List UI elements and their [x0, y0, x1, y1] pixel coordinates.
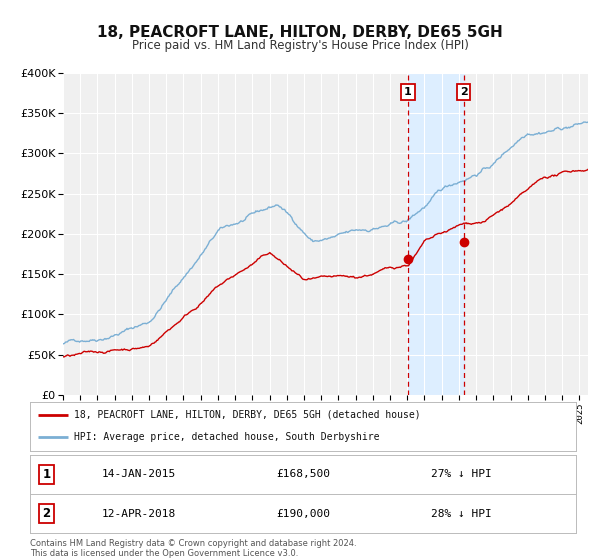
- Text: 2: 2: [460, 87, 467, 97]
- Text: £168,500: £168,500: [276, 469, 330, 479]
- Text: 1: 1: [43, 468, 50, 481]
- Text: 14-JAN-2015: 14-JAN-2015: [102, 469, 176, 479]
- Bar: [408, 73, 464, 395]
- Text: 27% ↓ HPI: 27% ↓ HPI: [431, 469, 492, 479]
- Text: 2: 2: [43, 507, 50, 520]
- Text: 28% ↓ HPI: 28% ↓ HPI: [431, 508, 492, 519]
- Text: This data is licensed under the Open Government Licence v3.0.: This data is licensed under the Open Gov…: [30, 549, 298, 558]
- Text: 18, PEACROFT LANE, HILTON, DERBY, DE65 5GH: 18, PEACROFT LANE, HILTON, DERBY, DE65 5…: [97, 25, 503, 40]
- Text: £190,000: £190,000: [276, 508, 330, 519]
- Text: HPI: Average price, detached house, South Derbyshire: HPI: Average price, detached house, Sout…: [74, 432, 379, 442]
- Text: Price paid vs. HM Land Registry's House Price Index (HPI): Price paid vs. HM Land Registry's House …: [131, 39, 469, 53]
- Text: 18, PEACROFT LANE, HILTON, DERBY, DE65 5GH (detached house): 18, PEACROFT LANE, HILTON, DERBY, DE65 5…: [74, 410, 421, 420]
- Text: Contains HM Land Registry data © Crown copyright and database right 2024.: Contains HM Land Registry data © Crown c…: [30, 539, 356, 548]
- Text: 1: 1: [404, 87, 412, 97]
- Text: 12-APR-2018: 12-APR-2018: [102, 508, 176, 519]
